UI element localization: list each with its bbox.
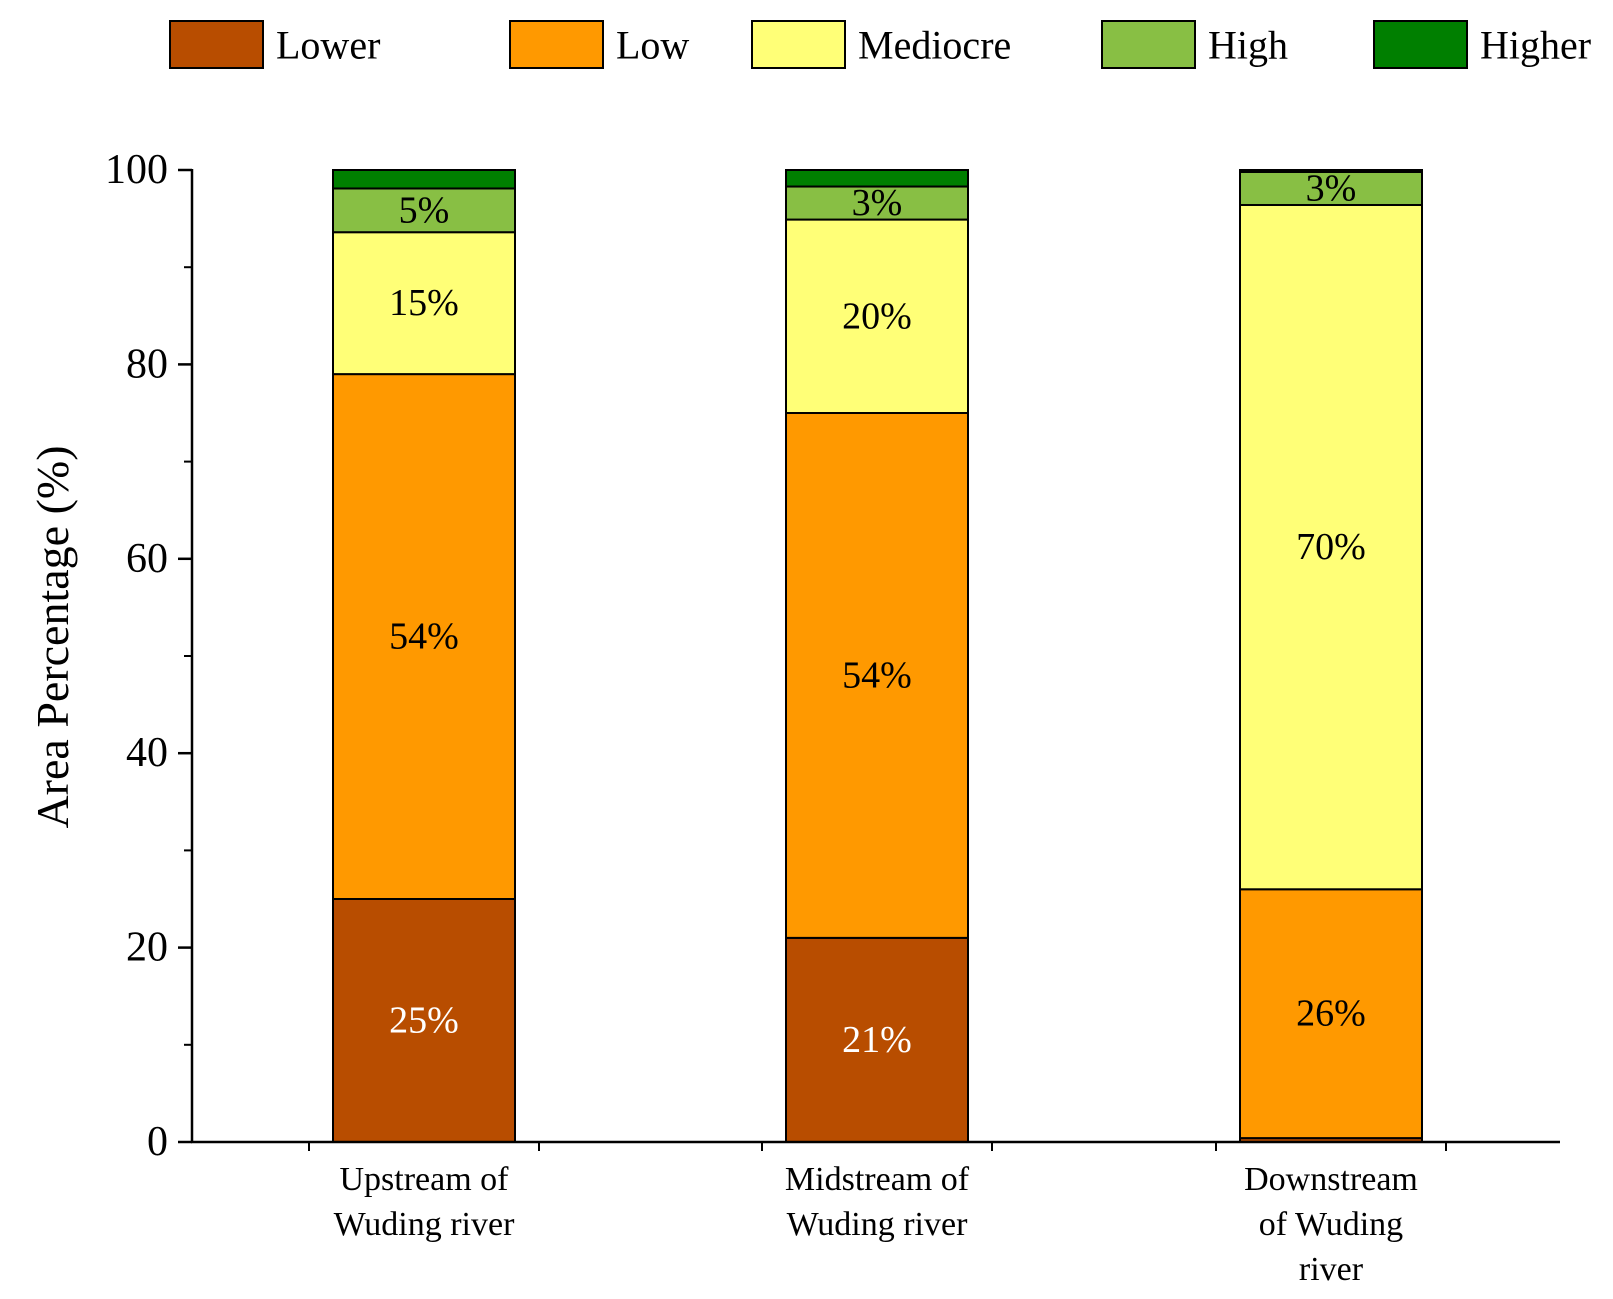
data-label-mediocre-3: 70% — [1296, 526, 1366, 568]
bar-low-1 — [332, 373, 516, 900]
bar-high-1 — [332, 187, 516, 234]
bar-high-3 — [1239, 170, 1423, 206]
data-label-lower-2: 21% — [842, 1019, 912, 1061]
bars — [332, 169, 1423, 1144]
x-tick-label-2: Midstream of Wuding river — [785, 1161, 970, 1243]
data-label-mediocre-1: 15% — [389, 282, 459, 324]
data-label-low-1: 54% — [389, 616, 459, 658]
data-label-lower-1: 25% — [389, 1000, 459, 1042]
legend-swatch-low — [509, 20, 604, 69]
legend-label-lower: Lower — [276, 23, 380, 68]
data-label-mediocre-2: 20% — [842, 295, 912, 337]
data-label-high-1: 5% — [399, 189, 450, 231]
x-tick-label-1: Upstream of Wuding river — [334, 1161, 516, 1243]
data-label-high-3: 3% — [1306, 167, 1357, 209]
y-tick-label-0: 0 — [147, 1119, 168, 1165]
y-tick-label-60: 60 — [126, 536, 168, 582]
data-label-low-3: 26% — [1296, 993, 1366, 1035]
y-axis-label: Area Percentage (%) — [27, 445, 78, 828]
bar-low-3 — [1239, 888, 1423, 1140]
legend-label-high: High — [1208, 23, 1288, 68]
y-tick-label-80: 80 — [126, 341, 168, 387]
y-tick-label-100: 100 — [105, 147, 168, 193]
axes: 0 20 40 60 80 100 Upstream of Wuding river Midst… — [105, 147, 1560, 1288]
legend: Lower Low Mediocre High Higher — [169, 20, 1591, 69]
legend-swatch-high — [1101, 20, 1196, 69]
x-tick-label-3: Downstream of Wuding river — [1244, 1161, 1418, 1288]
data-label-low-2: 54% — [842, 654, 912, 696]
legend-swatch-mediocre — [751, 20, 846, 69]
legend-label-low: Low — [616, 23, 689, 68]
legend-swatch-higher — [1373, 20, 1468, 69]
bar-mediocre-2 — [785, 218, 969, 414]
bar-lower-1 — [332, 898, 516, 1143]
bar-higher-1 — [332, 169, 516, 190]
data-labels: 25% 54% 15% 5% 21% 54% 20% 3% 26% 70% 3% — [389, 167, 1366, 1060]
bar-higher-3 — [1239, 169, 1423, 173]
bar-higher-2 — [785, 169, 969, 188]
data-label-high-2: 3% — [852, 182, 903, 224]
legend-label-mediocre: Mediocre — [858, 23, 1011, 68]
legend-label-higher: Higher — [1480, 23, 1591, 68]
legend-swatch-lower — [169, 20, 264, 69]
y-tick-label-40: 40 — [126, 730, 168, 776]
bar-low-2 — [785, 412, 969, 939]
bar-high-2 — [785, 185, 969, 221]
y-tick-label-20: 20 — [126, 925, 168, 971]
